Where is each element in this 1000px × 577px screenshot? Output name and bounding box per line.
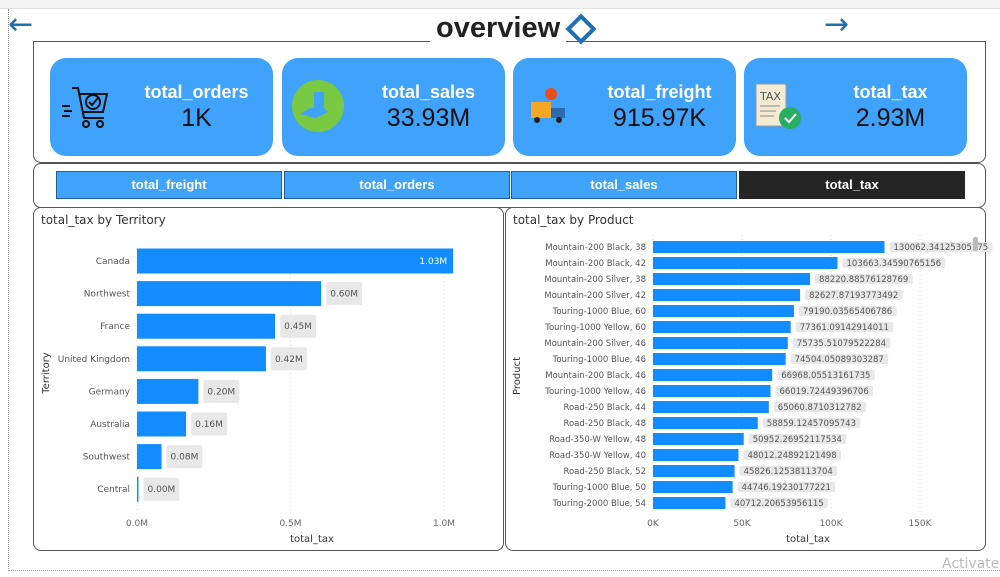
tax-document-icon: TAX [755,83,801,129]
territory-chart-panel: total_tax by Territory [33,207,504,551]
chart-title: total_tax by Product [513,213,634,227]
page-title: overview [430,12,567,45]
kpi-card-freight: total_freight 915.97K [513,58,736,156]
kpi-value: 1K [181,104,212,132]
kpi-label: total_tax [853,82,928,102]
kpi-value: 915.97K [612,104,707,132]
kpi-value: 33.93M [386,104,471,132]
product-chart-panel: total_tax by Product [505,207,986,551]
kpi-label: total_sales [381,82,476,102]
shopping-cart-check-icon [62,87,109,128]
kpi-card-orders: total_orders 1K [50,58,273,156]
kpi-container [33,41,986,163]
kpi-card-sales: total_sales 33.93M [282,58,505,156]
delivery-truck-icon [531,88,565,123]
kpi-card-tax: TAX total_tax 2.93M [744,58,967,156]
kpi-label: total_orders [144,82,249,102]
tab-total-orders[interactable]: total_orders [284,171,510,199]
arrow-right-icon[interactable]: → [824,7,850,42]
arrow-left-icon[interactable]: ← [8,7,34,42]
kpi-label: total_freight [607,82,712,102]
hand-money-icon [292,80,344,132]
chart-title: total_tax by Territory [41,213,166,227]
svg-text:TAX: TAX [759,90,781,103]
tab-total-sales[interactable]: total_sales [511,171,737,199]
activate-watermark: Activate [942,556,1000,572]
tab-total-freight[interactable]: total_freight [56,171,282,199]
report-canvas [8,9,1000,571]
tab-total-tax[interactable]: total_tax [739,171,965,199]
top-toolbar [0,0,1000,9]
kpi-value: 2.93M [855,104,926,132]
